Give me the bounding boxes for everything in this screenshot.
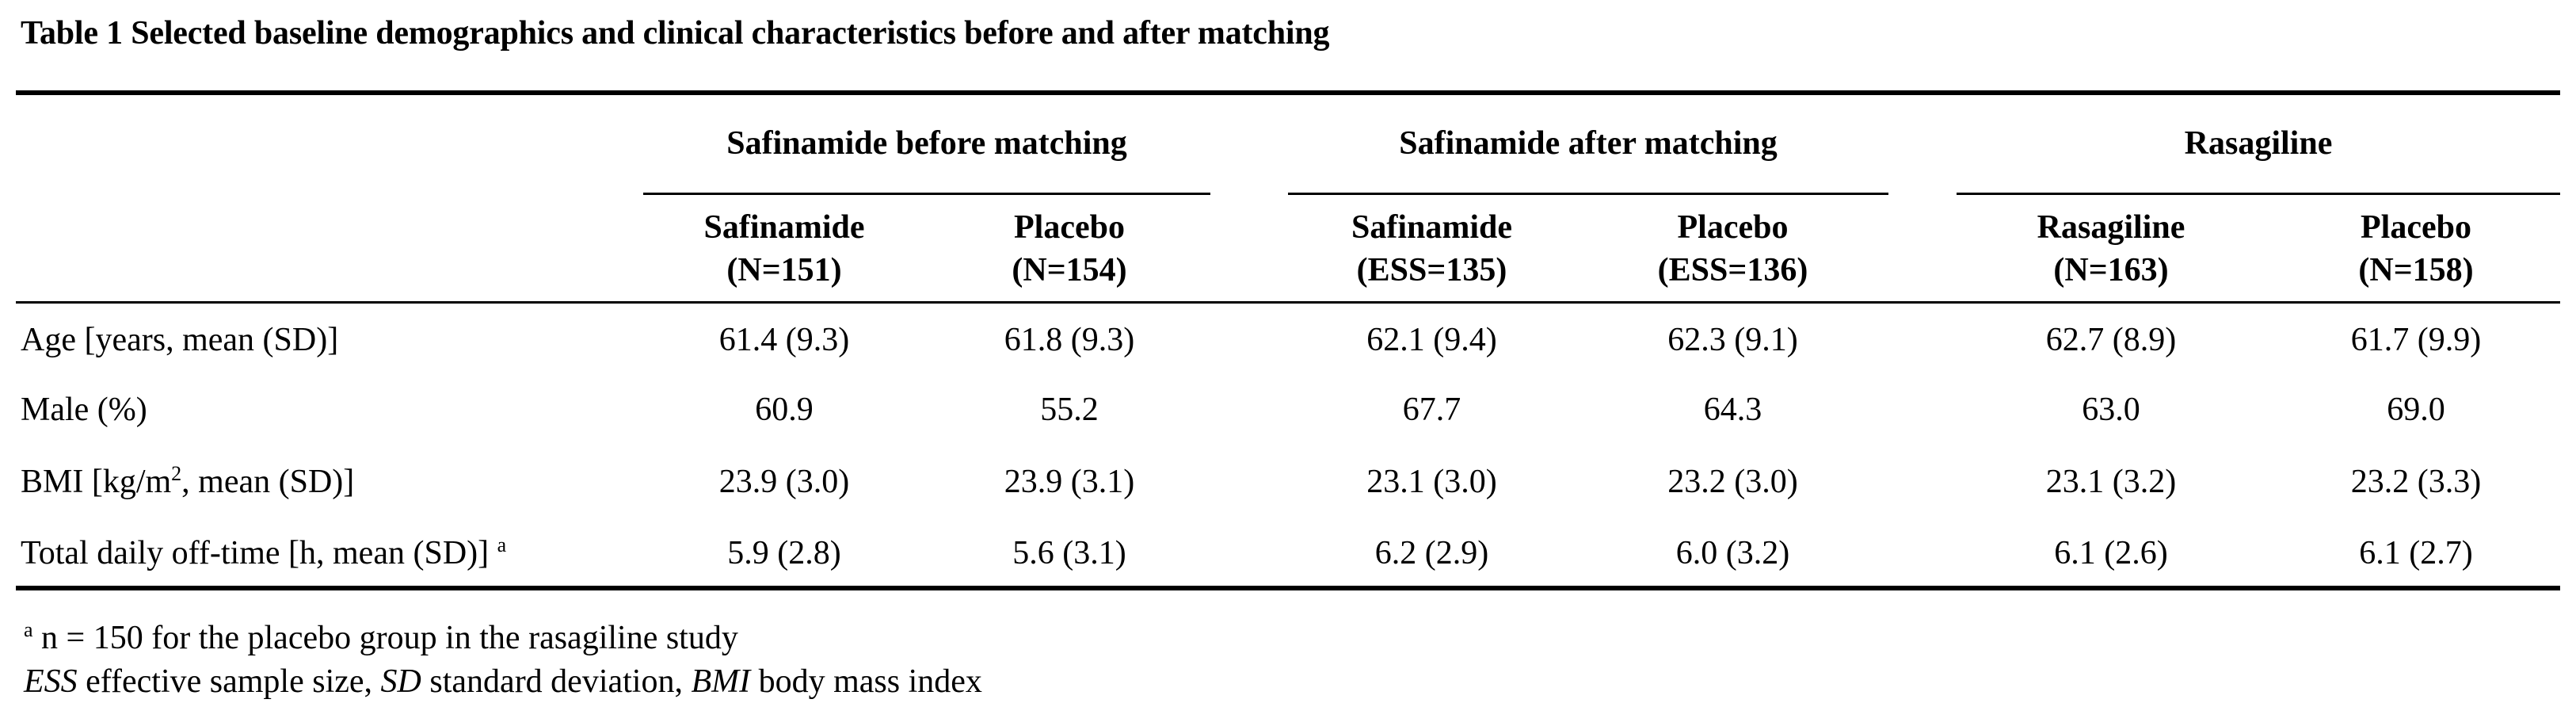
column-sample-size: (N=154) [1012, 252, 1127, 288]
table-cell: 61.7 (9.9) [2350, 322, 2482, 358]
table-cell: 60.9 [755, 392, 814, 428]
column-name: Placebo [1014, 209, 1125, 246]
group-rule-rasagiline [1957, 193, 2560, 195]
column-name: Placebo [2361, 209, 2471, 246]
column-name: Placebo [1677, 209, 1789, 246]
table-cell: 61.4 (9.3) [718, 322, 850, 358]
column-header: Rasagiline (N=163) [1964, 206, 2258, 292]
table-cell: 62.1 (9.4) [1366, 322, 1497, 358]
header-rule [16, 301, 2560, 304]
footnote-a: a n = 150 for the placebo group in the r… [24, 618, 738, 657]
table-cell: 6.1 (2.6) [2054, 535, 2168, 571]
table-cell: 5.9 (2.8) [727, 535, 841, 571]
table-cell: 61.8 (9.3) [1004, 322, 1135, 358]
table-cell: 6.0 (3.2) [1675, 535, 1790, 571]
table-cell: 64.3 [1703, 392, 1762, 428]
column-header: Placebo (N=158) [2269, 206, 2563, 292]
table-cell: 63.0 [2082, 392, 2140, 428]
top-rule [16, 90, 2560, 95]
column-header: Safinamide (N=151) [642, 206, 927, 292]
group-rule-safinamide-after [1288, 193, 1888, 195]
group-header-safinamide-before: Safinamide before matching [726, 125, 1127, 162]
column-sample-size: (ESS=135) [1356, 252, 1507, 288]
group-header-rasagiline: Rasagiline [2184, 125, 2333, 162]
table-cell: 23.2 (3.3) [2350, 464, 2482, 500]
table-cell: 23.1 (3.2) [2045, 464, 2177, 500]
group-header-safinamide-after: Safinamide after matching [1399, 125, 1778, 162]
footnote-abbreviations: ESS effective sample size, SD standard d… [24, 663, 982, 700]
column-name: Safinamide [1351, 209, 1513, 246]
bottom-rule [16, 586, 2560, 590]
table-cell: 62.3 (9.1) [1667, 322, 1798, 358]
column-name: Safinamide [703, 209, 865, 246]
column-header: Placebo (N=154) [927, 206, 1212, 292]
column-sample-size: (N=163) [2053, 252, 2169, 288]
row-label-bmi: BMI [kg/m2, mean (SD)] [21, 462, 355, 501]
column-header: Placebo (ESS=136) [1588, 206, 1877, 292]
column-sample-size: (ESS=136) [1657, 252, 1808, 288]
table-cell: 6.1 (2.7) [2359, 535, 2473, 571]
row-label-off-time: Total daily off-time [h, mean (SD)] a [21, 533, 507, 572]
column-name: Rasagiline [2037, 209, 2185, 246]
table-cell: 62.7 (8.9) [2045, 322, 2177, 358]
table-cell: 23.9 (3.1) [1004, 464, 1135, 500]
table-caption: Table 1 Selected baseline demographics a… [21, 15, 1330, 52]
table-cell: 5.6 (3.1) [1012, 535, 1126, 571]
table-cell: 55.2 [1040, 392, 1099, 428]
table-cell: 23.9 (3.0) [718, 464, 850, 500]
table-cell: 67.7 [1402, 392, 1461, 428]
column-sample-size: (N=151) [726, 252, 842, 288]
row-label-male: Male (%) [21, 392, 147, 428]
table-cell: 6.2 (2.9) [1374, 535, 1489, 571]
column-sample-size: (N=158) [2358, 252, 2474, 288]
table-cell: 23.1 (3.0) [1366, 464, 1497, 500]
group-rule-safinamide-before [643, 193, 1210, 195]
column-header: Safinamide (ESS=135) [1287, 206, 1576, 292]
row-label-age: Age [years, mean (SD)] [21, 322, 339, 358]
table-cell: 69.0 [2387, 392, 2445, 428]
table-cell: 23.2 (3.0) [1667, 464, 1798, 500]
